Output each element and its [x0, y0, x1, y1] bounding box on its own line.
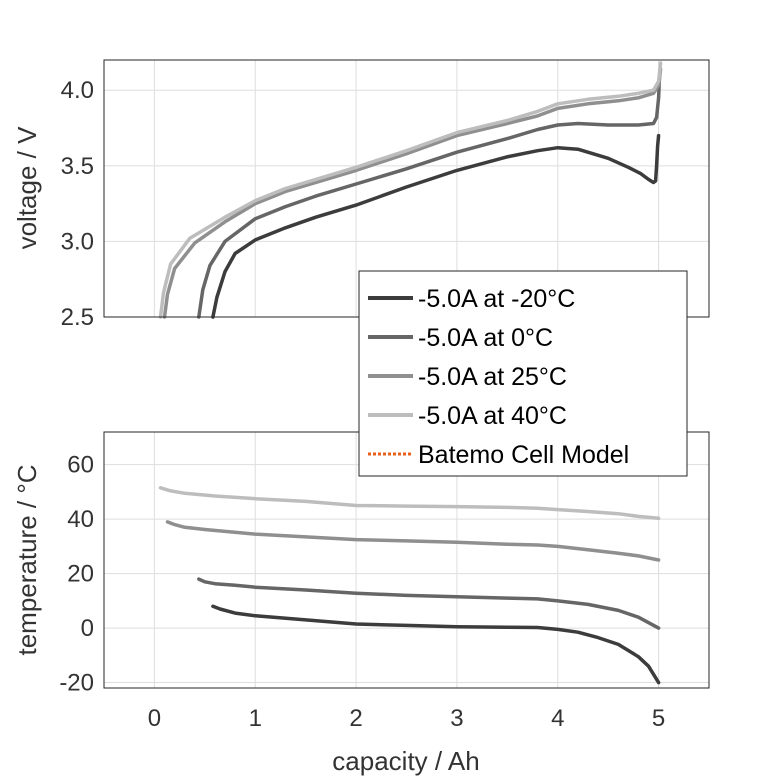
capacity-xtick-label: 4	[551, 705, 564, 732]
legend-label-0: -5.0A at -20°C	[418, 285, 575, 313]
voltage-ytick-label: 3.5	[61, 153, 94, 180]
temperature-series-line-1	[197, 577, 661, 630]
voltage-ytick-label: 2.5	[61, 304, 94, 331]
capacity-xtick-label: 3	[450, 705, 463, 732]
voltage-series	[158, 61, 663, 319]
temperature-ytick-labels: -20 0 20 40 60	[59, 452, 94, 697]
voltage-ytick-labels: 2.5 3.0 3.5 4.0	[61, 77, 94, 331]
capacity-xtick-label: 5	[652, 705, 665, 732]
legend-label-3: -5.0A at 40°C	[418, 402, 567, 430]
temperature-ytick-label: 20	[67, 561, 94, 588]
capacity-xtick-label: 2	[349, 705, 362, 732]
legend-label-4: Batemo Cell Model	[418, 441, 629, 469]
legend: -5.0A at -20°C -5.0A at 0°C -5.0A at 25°C -…	[358, 270, 688, 477]
temperature-ytick-label: -20	[59, 670, 94, 697]
legend-label-1: -5.0A at 0°C	[418, 324, 553, 352]
legend-label-2: -5.0A at 25°C	[418, 363, 567, 391]
voltage-series-line-1	[197, 73, 662, 319]
temperature-series-line-3	[158, 486, 661, 521]
voltage-ytick-label: 3.0	[61, 228, 94, 255]
voltage-ylabel: voltage / V	[12, 126, 42, 250]
temperature-ylabel: temperature / °C	[12, 464, 42, 655]
voltage-ytick-label: 4.0	[61, 77, 94, 104]
capacity-xlabel: capacity / Ah	[332, 746, 479, 776]
legend-items: -5.0A at -20°C -5.0A at 0°C -5.0A at 25°C -…	[368, 285, 629, 469]
temperature-ytick-label: 40	[67, 506, 94, 533]
voltage-series-line-0	[211, 133, 661, 319]
legend-box	[358, 270, 688, 477]
temperature-series-line-0	[211, 604, 661, 685]
temperature-panel: -20 0 20 40 60 0 1 2 3 4 5 temperature / °C capac…	[12, 431, 710, 776]
temperature-ytick-label: 0	[81, 615, 94, 642]
temperature-series	[158, 486, 661, 685]
capacity-xtick-label: 0	[148, 705, 161, 732]
temperature-series-line-2	[165, 520, 661, 562]
capacity-xtick-labels: 0 1 2 3 4 5	[148, 705, 666, 732]
temperature-ytick-label: 60	[67, 452, 94, 479]
voltage-series-line-3	[158, 61, 663, 319]
capacity-xtick-label: 1	[249, 705, 262, 732]
voltage-series-line-2	[162, 67, 663, 319]
